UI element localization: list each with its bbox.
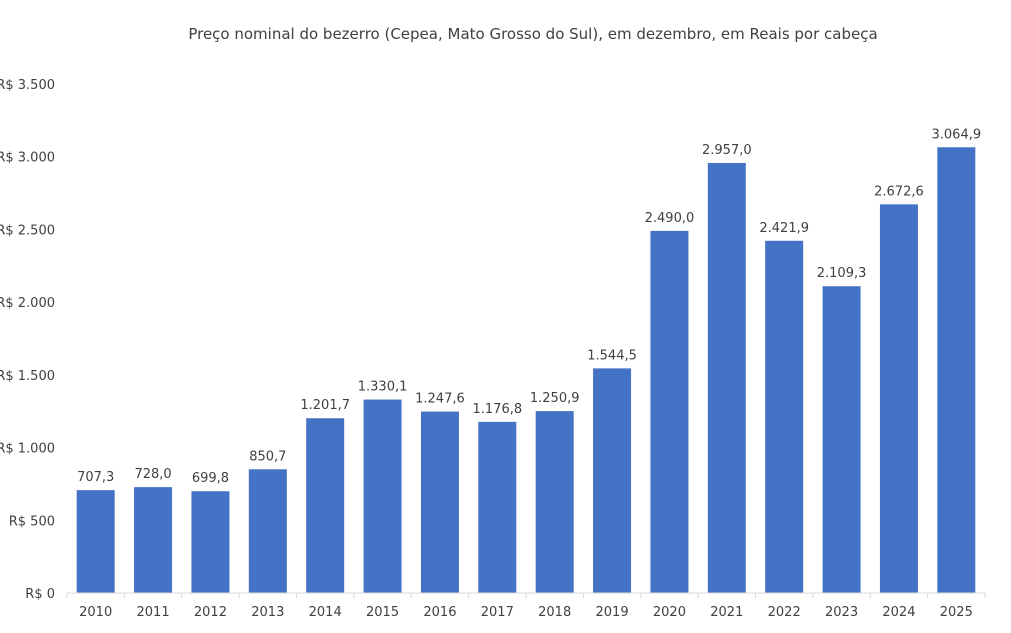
x-tick-label: 2020	[653, 605, 686, 620]
bar-2018	[535, 411, 574, 593]
y-tick-label: R$ 3.000	[0, 151, 55, 166]
data-label: 2.109,3	[817, 266, 867, 281]
y-tick-label: R$ 2.500	[0, 223, 55, 238]
data-label: 3.064,9	[932, 127, 982, 142]
x-tick-label: 2016	[423, 605, 456, 620]
y-tick-label: R$ 2.000	[0, 296, 55, 311]
bar-2015	[363, 399, 402, 593]
chart-title: Preço nominal do bezerro (Cepea, Mato Gr…	[188, 25, 877, 43]
y-tick-label: R$ 500	[9, 514, 55, 529]
x-tick-label: 2010	[79, 605, 112, 620]
data-label: 2.421,9	[759, 221, 809, 236]
data-label: 850,7	[249, 449, 286, 464]
x-tick-label: 2025	[940, 605, 973, 620]
data-label: 1.330,1	[358, 380, 408, 395]
x-tick-label: 2024	[882, 605, 915, 620]
bar-2022	[765, 240, 804, 593]
bar-2023	[822, 286, 861, 593]
bar-2014	[306, 418, 345, 593]
x-tick-label: 2012	[194, 605, 227, 620]
data-label: 1.201,7	[300, 398, 350, 413]
x-tick-label: 2019	[596, 605, 629, 620]
bar-2020	[650, 230, 689, 593]
data-label: 707,3	[77, 470, 114, 485]
data-label: 1.176,8	[473, 402, 523, 417]
bar-2025	[937, 147, 976, 593]
bar-2017	[478, 421, 517, 593]
data-label: 2.957,0	[702, 143, 752, 158]
y-tick-label: R$ 0	[25, 587, 55, 602]
x-tick-label: 2015	[366, 605, 399, 620]
x-tick-label: 2017	[481, 605, 514, 620]
bar-2011	[134, 487, 173, 593]
x-axis: 2010 2011 2012 2013 2014 2015 2016 2017 2018 2019…	[66, 592, 986, 620]
bar-2019	[593, 368, 632, 593]
y-tick-label: R$ 1.000	[0, 442, 55, 457]
y-tick-label: R$ 3.500	[0, 78, 55, 93]
x-tick-label: 2021	[710, 605, 743, 620]
data-label: 1.247,6	[415, 392, 465, 407]
bar-2012	[191, 491, 230, 593]
x-tick-label: 2014	[309, 605, 342, 620]
bar-2010	[76, 490, 115, 593]
data-label: 699,8	[192, 471, 229, 486]
x-tick-label: 2013	[251, 605, 284, 620]
data-label: 1.250,9	[530, 391, 580, 406]
data-labels: 707,3 728,0 699,8 850,7 1.201,7 1.330,1 1.247,…	[77, 127, 981, 486]
x-tick-label: 2011	[137, 605, 170, 620]
data-label: 2.672,6	[874, 184, 924, 199]
bar-2016	[420, 411, 459, 593]
data-label: 2.490,0	[645, 211, 695, 226]
x-tick-label: 2018	[538, 605, 571, 620]
y-axis: R$ 0 R$ 500 R$ 1.000 R$ 1.500 R$ 2.000 R$ 2.5…	[0, 78, 55, 602]
bar-2021	[707, 162, 746, 593]
data-label: 728,0	[134, 467, 171, 482]
bar-2013	[248, 469, 287, 593]
x-tick-label: 2023	[825, 605, 858, 620]
y-tick-label: R$ 1.500	[0, 369, 55, 384]
data-label: 1.544,5	[587, 348, 637, 363]
bar-2024	[879, 204, 918, 593]
bars	[76, 147, 976, 593]
x-tick-label: 2022	[768, 605, 801, 620]
